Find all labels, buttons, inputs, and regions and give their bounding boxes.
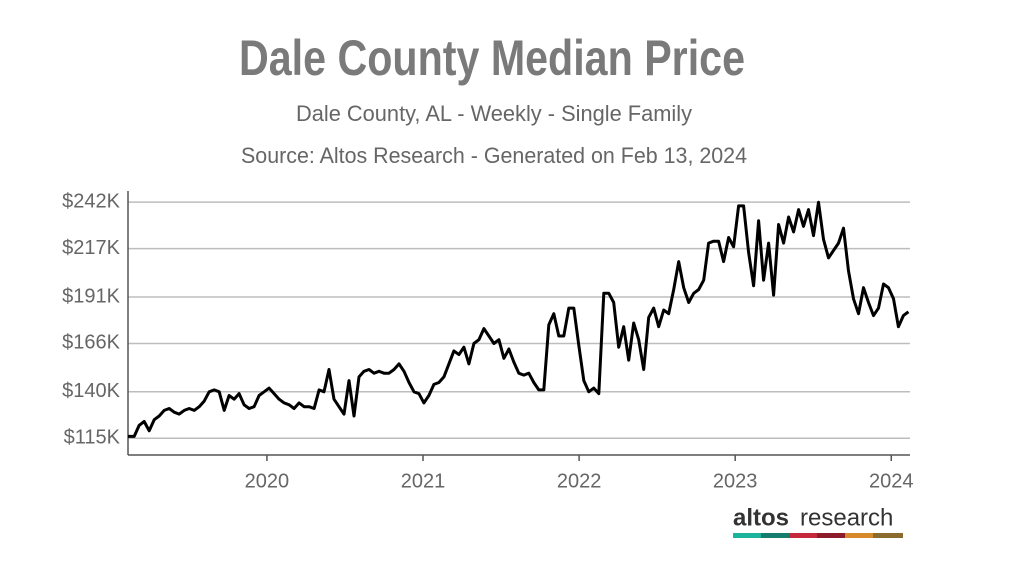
- series-line: [128, 200, 910, 438]
- logo-stripe: [845, 533, 873, 538]
- logo-suffix: research: [800, 504, 893, 531]
- logo-stripe: [733, 533, 761, 538]
- x-tick-label: 2020: [245, 470, 290, 492]
- chart-subtitle: Dale County, AL - Weekly - Single Family: [296, 101, 692, 126]
- chart-title: Dale County Median Price: [239, 30, 745, 86]
- logo-stripe: [761, 533, 789, 538]
- y-tick-label: $191K: [62, 285, 120, 307]
- chart-source: Source: Altos Research - Generated on Fe…: [241, 143, 747, 168]
- logo-stripe: [789, 533, 817, 538]
- x-tick-label: 2021: [401, 470, 446, 492]
- y-tick-label: $217K: [62, 237, 120, 259]
- x-tick-label: 2023: [713, 470, 758, 492]
- logo-stripe: [873, 533, 903, 538]
- y-tick-label: $140K: [62, 380, 120, 402]
- y-tick-label: $242K: [62, 190, 120, 212]
- y-tick-label: $166K: [62, 332, 120, 354]
- logo-brand: altos: [733, 504, 789, 531]
- x-tick-label: 2024: [869, 470, 914, 492]
- x-tick-label: 2022: [557, 470, 602, 492]
- y-tick-label: $115K: [64, 427, 121, 449]
- logo: altos research: [733, 504, 903, 538]
- logo-stripe: [817, 533, 845, 538]
